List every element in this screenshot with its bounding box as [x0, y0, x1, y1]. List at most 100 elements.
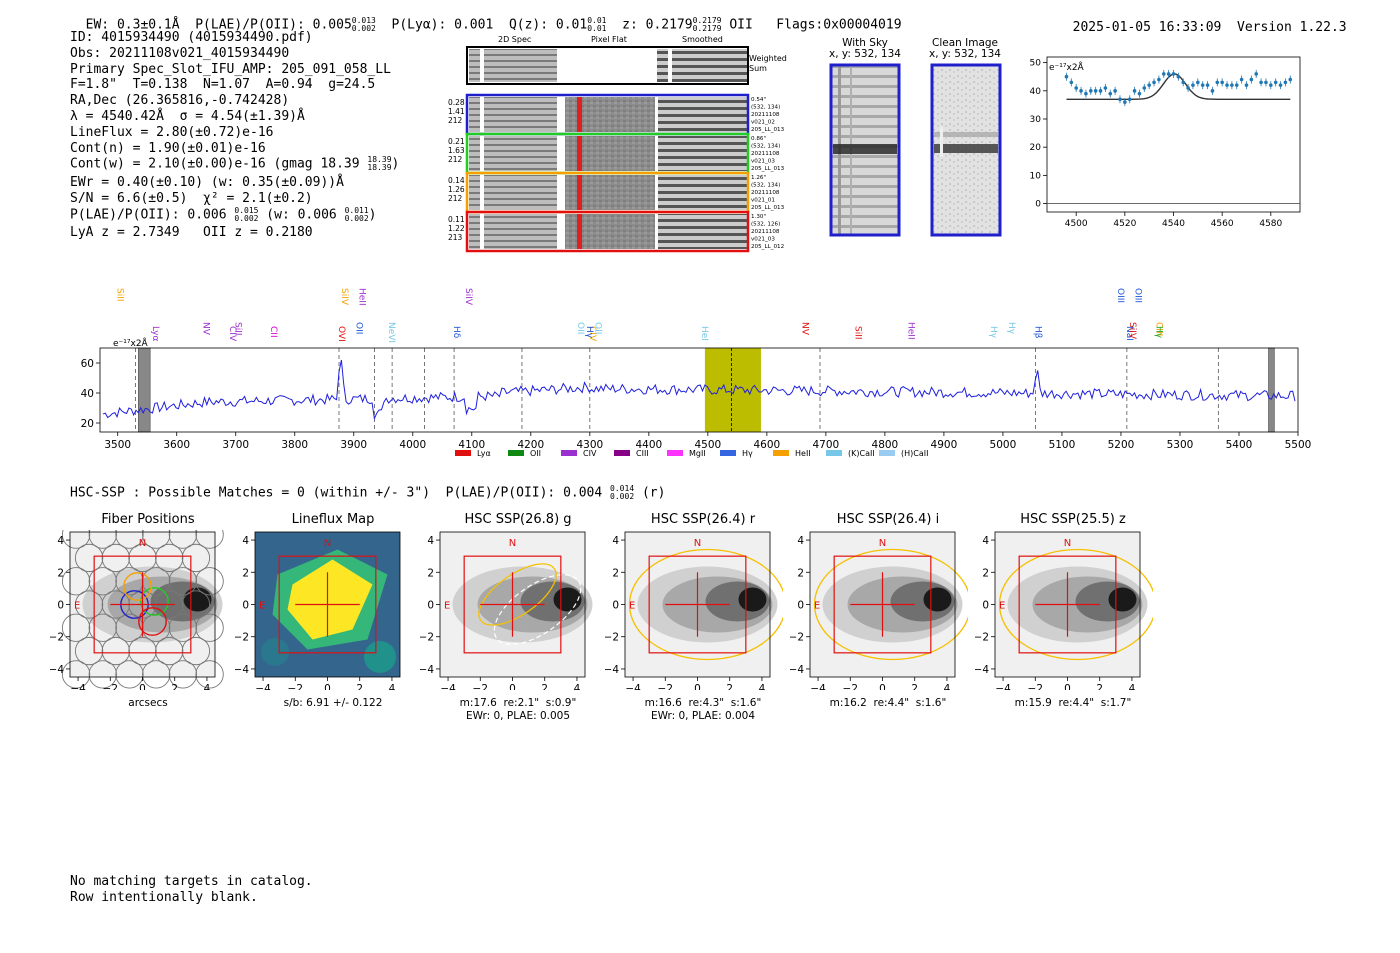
zoom-point	[1108, 91, 1113, 96]
fiber-circle	[168, 613, 198, 642]
fiber-circle	[74, 636, 104, 666]
spectral-line-label: Hγ	[988, 326, 998, 339]
hsc-xtick: 2	[726, 683, 733, 690]
info-lambda: λ = 4540.42Å σ = 4.54(±1.39)Å	[70, 108, 305, 124]
cutout-row-left-label: 1.63	[448, 146, 465, 155]
spectrum-xtick: 5100	[1049, 439, 1076, 451]
hsc-panel-image: N E 4 2 0 −2 −4 −4 −2 0 2 4	[50, 530, 224, 690]
hsc-ytick: 0	[982, 600, 989, 612]
hsc-ytick: −2	[235, 632, 249, 644]
header-qz: Q(z): 0.01	[508, 17, 588, 33]
spectral-line-label: HeII	[906, 322, 916, 340]
hsc-panel-title: HSC SSP(26.8) g	[464, 512, 572, 527]
hsc-xtick: −2	[843, 683, 858, 690]
weighted-label: Weighted Sum	[749, 54, 787, 73]
zoom-point	[1269, 83, 1273, 87]
cutout-row-right-label: 205_LL_012	[751, 244, 784, 250]
hsc-ytick: −4	[790, 664, 804, 676]
fiber-circle	[128, 543, 157, 573]
spectral-line-label: OII	[575, 322, 585, 334]
cutout-col-2d: 2D Spec	[498, 35, 532, 44]
hsc-ytick: 0	[612, 600, 619, 612]
aperture-ellipse	[628, 548, 783, 661]
hsc-xtick: 2	[911, 683, 918, 690]
compass-north: N	[1064, 538, 1071, 549]
cutout-row-right-label: (532, 134)	[751, 183, 780, 189]
info-primary: Primary Spec_Slot_IFU_AMP: 205_091_058_L…	[70, 61, 391, 77]
hsc-xtick: −4	[440, 683, 456, 690]
fiber-footprint-box	[278, 555, 377, 654]
header-datetime: 2025-01-05 16:33:09	[1072, 20, 1222, 35]
hsc-panel-caption: arcsecs	[128, 697, 168, 709]
hsc-xtick: 4	[1129, 683, 1136, 690]
hsc-ytick: −4	[235, 664, 249, 676]
cutout-row-left-label: 212	[448, 155, 463, 164]
hsc-xtick: 0	[879, 683, 886, 690]
hsc-xtick: 0	[324, 683, 331, 690]
spectral-line-label: Hβ	[1032, 326, 1042, 339]
zoom-point	[1186, 86, 1190, 90]
hsc-panel-image: N E 4 2 0 −2 −4 −4 −2 0 2 4	[790, 531, 968, 690]
zoom-point	[1113, 89, 1117, 93]
zoom-point	[1127, 97, 1132, 102]
hsc-xtick: 2	[1096, 683, 1103, 690]
fiber-circle	[142, 660, 171, 689]
zoom-ytick: 30	[1030, 115, 1042, 125]
info-contw: Cont(w) = 2.10(±0.00)e-16 (gmag 18.39 18…	[70, 155, 400, 173]
zoom-xtick: 4560	[1211, 219, 1234, 229]
zoom-ytick: 0	[1035, 200, 1041, 210]
spectrum-xtick: 4900	[931, 439, 958, 451]
hsc-ytick: 4	[242, 535, 249, 547]
zoom-point	[1084, 91, 1088, 96]
spectrum-xtick: 3700	[222, 439, 249, 451]
zoom-point	[1142, 86, 1147, 90]
fiber-circle	[195, 530, 224, 549]
compass-east: E	[999, 601, 1005, 612]
fiber-circle	[195, 567, 224, 596]
compass-east: E	[74, 601, 80, 612]
cutout-row-right-label: 205_LL_013	[751, 127, 785, 133]
footer-line-2: Row intentionally blank.	[70, 889, 258, 905]
hsc-panel-caption: m:15.9 re:4.4" s:1.7"	[1014, 697, 1132, 709]
masked-band	[1268, 347, 1275, 433]
spectral-line-label: Hδ	[451, 326, 461, 339]
hsc-xtick: −4	[70, 683, 86, 690]
spectrum-xtick: 5000	[990, 439, 1017, 451]
spectrum-legend-item: CIII	[614, 449, 649, 458]
zoom-point	[1254, 72, 1259, 76]
cutout-row-right-label: 1.30"	[751, 214, 766, 220]
hsc-xtick: 0	[694, 683, 701, 690]
spectrum-xtick: 4700	[813, 439, 840, 451]
spectrum-xtick: 4300	[576, 439, 603, 451]
zoom-point	[1069, 80, 1074, 85]
zoom-point	[1196, 80, 1200, 85]
zoom-xtick: 4520	[1113, 219, 1136, 229]
cutout-row-left-label: 0.28	[448, 98, 465, 107]
info-radec: RA,Dec (26.365816,-0.742428)	[70, 93, 290, 109]
spectrum-ytick: 40	[81, 388, 94, 400]
cutout-row-frame	[465, 210, 750, 253]
zoom-point	[1176, 74, 1181, 79]
hsc-ytick: −2	[975, 632, 989, 644]
compass-north: N	[879, 538, 886, 549]
fiber-circle	[61, 567, 91, 596]
zoom-point	[1181, 80, 1186, 85]
spectral-line-label: SiII	[115, 288, 125, 302]
hsc-ytick: 4	[797, 535, 804, 547]
hsc-panel-image: N E 4 2 0 −2 −4 −4 −2 0 2 4	[235, 531, 401, 690]
hsc-xtick: −4	[810, 683, 826, 690]
spectrum-xtick: 5300	[1167, 439, 1194, 451]
hsc-panel-title: Fiber Positions	[101, 512, 195, 527]
hsc-caption: HSC-SSP : Possible Matches = 0 (within +…	[70, 484, 666, 501]
fiber-circle	[142, 530, 171, 549]
info-sn: S/N = 6.6(±0.5) χ² = 2.1(±0.2)	[70, 191, 313, 207]
spectrum-legend-item: Hγ	[720, 449, 753, 458]
hsc-xtick: −2	[658, 683, 673, 690]
hsc-ytick: 0	[242, 600, 249, 612]
header-plae: P(LAE)/P(OII): 0.005	[195, 17, 352, 33]
hsc-ytick: 4	[982, 535, 989, 547]
zoom-point	[1215, 80, 1220, 85]
spectrum-legend-item: Lyα	[455, 449, 491, 458]
hsc-xtick: −2	[1028, 683, 1043, 690]
